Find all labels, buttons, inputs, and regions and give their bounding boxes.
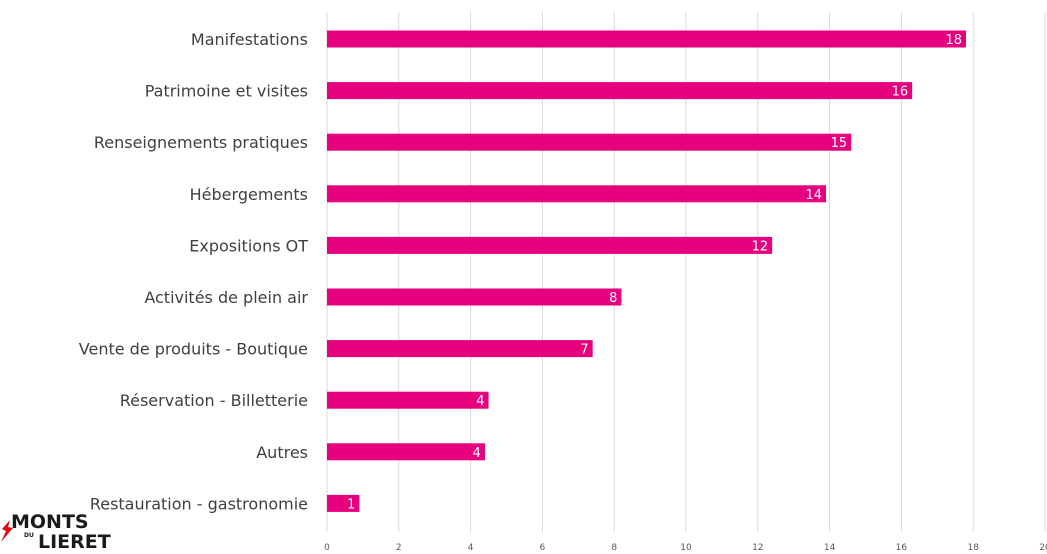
bar-value-label: 16	[892, 85, 909, 100]
x-tick-label: 2	[396, 543, 402, 553]
category-label: Restauration - gastronomie	[90, 494, 308, 513]
bar	[327, 288, 622, 306]
category-label: Vente de produits - Boutique	[79, 340, 308, 359]
bar	[327, 236, 773, 254]
x-tick-label: 6	[540, 543, 546, 553]
bar	[327, 340, 593, 358]
category-label: Activités de plein air	[144, 288, 308, 307]
bars: 18 16 15 14 12 8 7 4 4 1	[327, 30, 967, 512]
bar-value-label: 15	[831, 136, 848, 151]
logo-mark-icon	[1, 520, 13, 542]
category-label: Manifestations	[191, 30, 308, 49]
category-label: Réservation - Billetterie	[120, 391, 308, 410]
x-tick-label: 4	[468, 543, 474, 553]
bar-value-label: 14	[805, 188, 822, 203]
bar	[327, 82, 913, 100]
x-tick-label: 18	[967, 543, 979, 553]
x-axis-tick-labels: 0 2 4 6 8 10 12 14 16 18 20	[324, 543, 1047, 553]
category-labels: Manifestations Patrimoine et visites Rense…	[79, 30, 309, 513]
bar-value-label: 4	[473, 446, 481, 461]
x-tick-label: 14	[824, 543, 836, 553]
x-tick-label: 10	[680, 543, 692, 553]
logo-text-small: DU	[24, 532, 34, 539]
category-label: Hébergements	[190, 185, 308, 204]
bar-value-label: 8	[609, 291, 617, 306]
bar-value-label: 4	[476, 394, 484, 409]
bar	[327, 443, 485, 461]
bar	[327, 30, 967, 48]
bar	[327, 494, 360, 512]
logo: MONTS DU LIERET	[0, 512, 140, 554]
category-label: Renseignements pratiques	[94, 133, 308, 152]
x-tick-label: 12	[752, 543, 763, 553]
bar-value-label: 1	[347, 497, 355, 512]
bar	[327, 185, 827, 203]
bar-value-label: 12	[752, 239, 769, 254]
x-tick-label: 16	[896, 543, 908, 553]
category-label: Expositions OT	[189, 236, 308, 255]
category-label: Patrimoine et visites	[145, 82, 308, 101]
bar-value-label: 7	[580, 343, 588, 358]
bar-value-label: 18	[945, 33, 962, 48]
x-tick-label: 20	[1039, 543, 1047, 553]
logo-text-line2: LIERET	[38, 531, 111, 553]
x-tick-label: 0	[324, 543, 330, 553]
bar	[327, 133, 852, 151]
logo-text-line1: MONTS	[11, 512, 89, 533]
category-label: Autres	[256, 443, 308, 462]
bar	[327, 391, 489, 409]
x-tick-label: 8	[611, 543, 617, 553]
